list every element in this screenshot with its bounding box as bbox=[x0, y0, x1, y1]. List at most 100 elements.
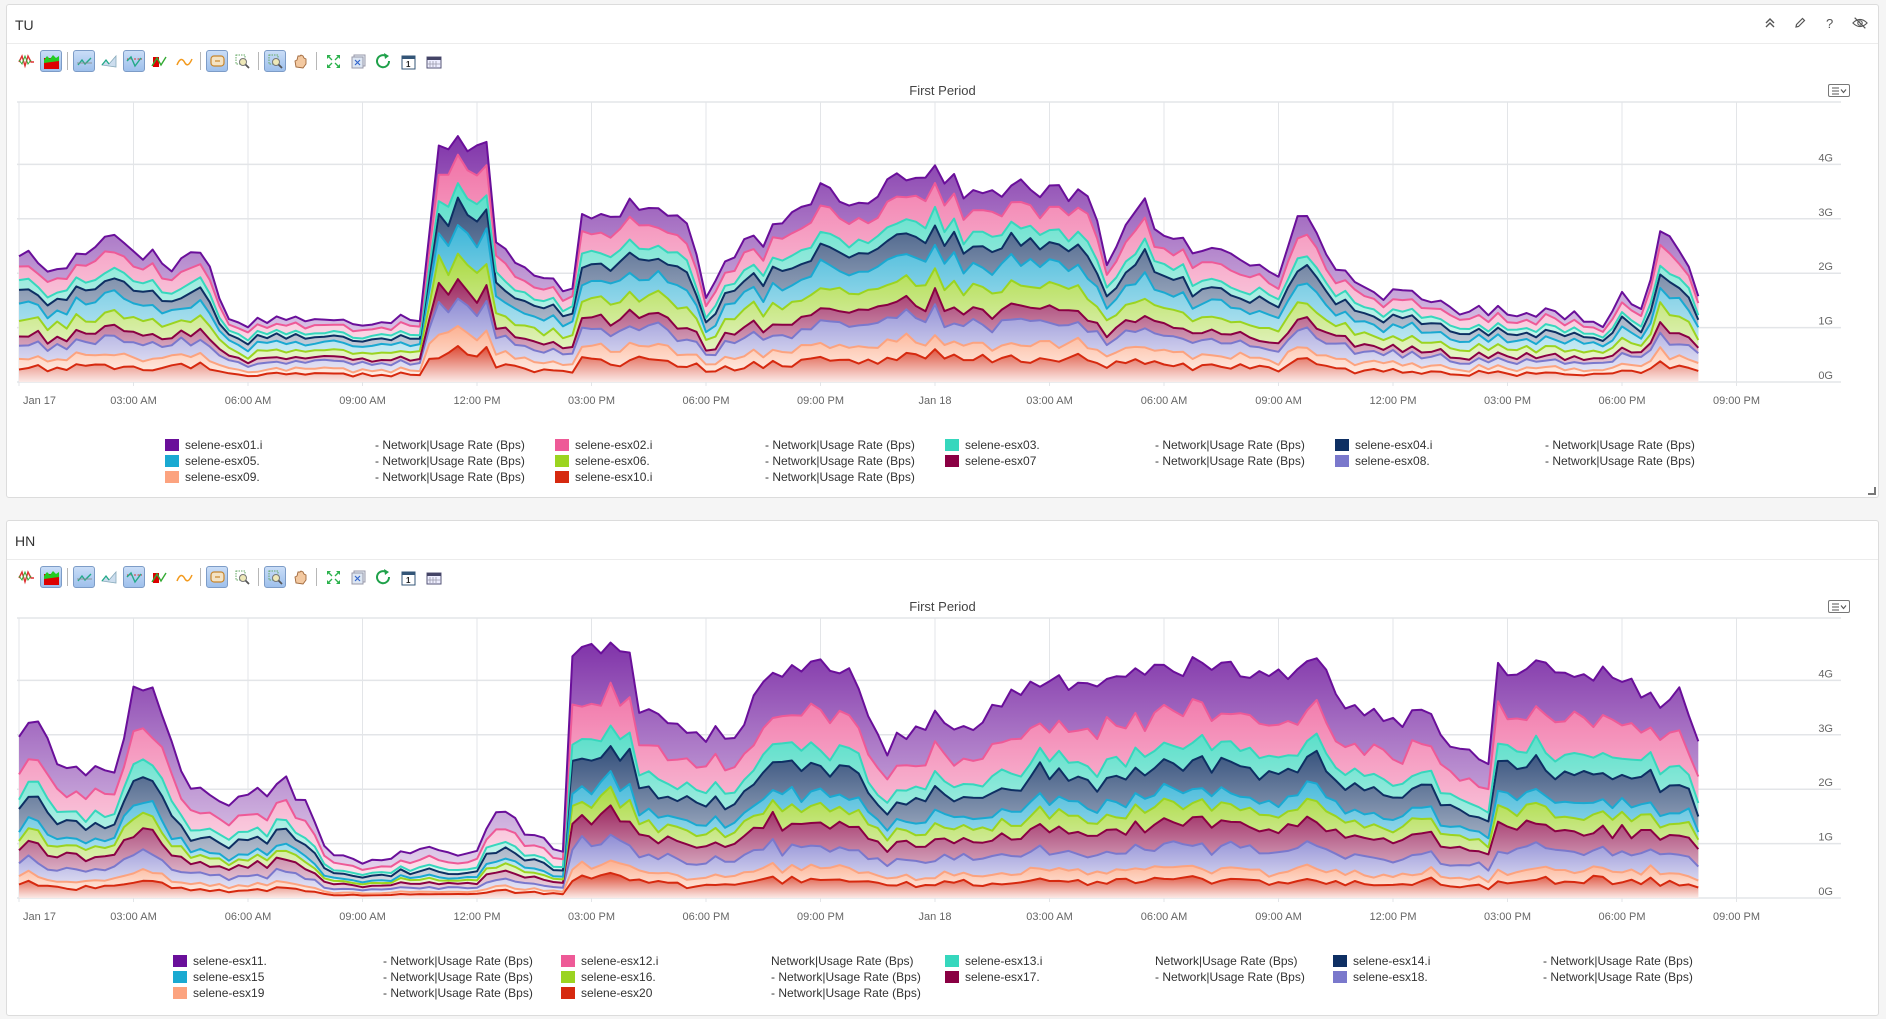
legend-swatch bbox=[1333, 971, 1347, 983]
series-line-selene-esx17[interactable] bbox=[18, 804, 1700, 889]
calendar-range-button[interactable] bbox=[422, 50, 444, 72]
legend-item[interactable]: selene-esx01.i - Network|Usage Rate (Bps) bbox=[165, 437, 525, 453]
remove-zoom-button[interactable] bbox=[347, 566, 369, 588]
legend-item[interactable]: selene-esx19 - Network|Usage Rate (Bps) bbox=[173, 985, 533, 1001]
trend-line-button[interactable] bbox=[73, 566, 95, 588]
zoom-select-button[interactable] bbox=[231, 566, 253, 588]
stacked-area-chart[interactable]: 0G 1G 2G 3G 4G Jan 17 03:00 AM 06:00 AM 09:00 AM… bbox=[7, 5, 1878, 435]
refresh-button[interactable] bbox=[372, 50, 394, 72]
legend-menu-button[interactable] bbox=[1828, 600, 1850, 613]
y-tick-label: 4G bbox=[1818, 152, 1833, 164]
smooth-line-button[interactable] bbox=[173, 566, 195, 588]
hide-icon[interactable] bbox=[1852, 14, 1868, 32]
series-line-selene-esx02-i[interactable] bbox=[18, 153, 1700, 334]
forecast-button[interactable] bbox=[98, 50, 120, 72]
collapse-icon[interactable] bbox=[1762, 14, 1778, 32]
remove-zoom-button[interactable] bbox=[347, 50, 369, 72]
x-tick-label: 03:00 PM bbox=[1484, 395, 1531, 407]
dynamic-threshold-button[interactable] bbox=[15, 566, 37, 588]
tooltip-button[interactable] bbox=[206, 50, 228, 72]
legend-item[interactable]: selene-esx08. - Network|Usage Rate (Bps) bbox=[1335, 453, 1695, 469]
series-line-selene-esx20[interactable] bbox=[18, 871, 1699, 897]
legend-item[interactable]: selene-esx18. - Network|Usage Rate (Bps) bbox=[1333, 969, 1693, 985]
series-line-selene-esx19[interactable] bbox=[18, 859, 1699, 895]
series-line-selene-esx04-i[interactable] bbox=[18, 196, 1700, 346]
legend-item[interactable]: selene-esx09. - Network|Usage Rate (Bps) bbox=[165, 469, 525, 485]
legend-swatch bbox=[173, 971, 187, 983]
legend-item[interactable]: selene-esx02.i - Network|Usage Rate (Bps) bbox=[555, 437, 915, 453]
chart-title: First Period bbox=[909, 83, 976, 98]
legend-item[interactable]: selene-esx14.i - Network|Usage Rate (Bps) bbox=[1333, 953, 1693, 969]
stacked-chart-icon bbox=[43, 54, 59, 69]
refresh-button[interactable] bbox=[372, 566, 394, 588]
series-line-selene-esx14-i[interactable] bbox=[18, 745, 1700, 879]
threshold-line-button[interactable] bbox=[123, 566, 145, 588]
anomaly-button[interactable] bbox=[148, 50, 170, 72]
series-line-selene-esx18[interactable] bbox=[18, 833, 1700, 892]
legend-series-name: selene-esx15 bbox=[193, 970, 265, 984]
legend-series-name: selene-esx02.i bbox=[575, 438, 653, 452]
series-line-selene-esx11[interactable] bbox=[18, 641, 1700, 865]
stacked-chart-icon bbox=[43, 570, 59, 585]
legend-item[interactable]: selene-esx07 - Network|Usage Rate (Bps) bbox=[945, 453, 1305, 469]
legend-menu-button[interactable] bbox=[1828, 84, 1850, 97]
trend-line-icon bbox=[76, 573, 92, 581]
zoom-select-button[interactable] bbox=[231, 50, 253, 72]
series-line-selene-esx03[interactable] bbox=[18, 182, 1700, 342]
metric-panel-tu: TU ? 1 First Period 0G 1G 2G 3G 4G Jan 17 03:0… bbox=[6, 4, 1879, 498]
legend-item[interactable]: selene-esx11. - Network|Usage Rate (Bps) bbox=[173, 953, 533, 969]
series-line-selene-esx08[interactable] bbox=[18, 297, 1699, 368]
series-line-selene-esx07[interactable] bbox=[18, 278, 1700, 365]
series-line-selene-esx13-i[interactable] bbox=[18, 724, 1700, 876]
zoom-fit-icon bbox=[326, 54, 340, 68]
zoom-fit-button[interactable] bbox=[322, 50, 344, 72]
zoom-fit-button[interactable] bbox=[322, 566, 344, 588]
legend-item[interactable]: selene-esx04.i - Network|Usage Rate (Bps) bbox=[1335, 437, 1695, 453]
resize-handle[interactable] bbox=[1868, 487, 1876, 495]
legend-item[interactable]: selene-esx17. - Network|Usage Rate (Bps) bbox=[945, 969, 1305, 985]
stacked-chart-button[interactable] bbox=[40, 50, 62, 72]
legend-item[interactable]: selene-esx20 - Network|Usage Rate (Bps) bbox=[561, 985, 921, 1001]
legend-item[interactable]: selene-esx13.i Network|Usage Rate (Bps) bbox=[945, 953, 1298, 969]
x-tick-label: 06:00 AM bbox=[1141, 911, 1187, 923]
threshold-line-button[interactable] bbox=[123, 50, 145, 72]
anomaly-button[interactable] bbox=[148, 566, 170, 588]
legend-item[interactable]: selene-esx15 - Network|Usage Rate (Bps) bbox=[173, 969, 533, 985]
date-picker-button[interactable]: 1 bbox=[397, 50, 419, 72]
series-line-selene-esx09[interactable] bbox=[18, 325, 1699, 374]
series-line-selene-esx10-i[interactable] bbox=[18, 345, 1699, 378]
dynamic-threshold-button[interactable] bbox=[15, 50, 37, 72]
stacked-area-chart[interactable]: 0G 1G 2G 3G 4G Jan 17 03:00 AM 06:00 AM 09:00 AM… bbox=[7, 521, 1878, 951]
pan-button[interactable] bbox=[289, 50, 311, 72]
zoom-view-button[interactable] bbox=[264, 566, 286, 588]
series-line-selene-esx12-i[interactable] bbox=[18, 681, 1700, 871]
forecast-button[interactable] bbox=[98, 566, 120, 588]
legend-item[interactable]: selene-esx05. - Network|Usage Rate (Bps) bbox=[165, 453, 525, 469]
series-line-selene-esx15[interactable] bbox=[18, 770, 1700, 884]
x-tick-label: 03:00 AM bbox=[1026, 395, 1072, 407]
series-line-selene-esx06[interactable] bbox=[18, 252, 1700, 360]
edit-icon[interactable] bbox=[1792, 14, 1808, 32]
trend-line-button[interactable] bbox=[73, 50, 95, 72]
legend-swatch bbox=[945, 439, 959, 451]
legend-item[interactable]: selene-esx03. - Network|Usage Rate (Bps) bbox=[945, 437, 1305, 453]
pan-button[interactable] bbox=[289, 566, 311, 588]
y-tick-label: 3G bbox=[1818, 207, 1833, 219]
calendar-range-button[interactable] bbox=[422, 566, 444, 588]
date-picker-button[interactable]: 1 bbox=[397, 566, 419, 588]
series-line-selene-esx01-i[interactable] bbox=[18, 135, 1700, 329]
smooth-line-button[interactable] bbox=[173, 50, 195, 72]
series-area-selene-esx20[interactable] bbox=[19, 872, 1699, 898]
series-line-selene-esx05[interactable] bbox=[18, 224, 1700, 353]
legend-item[interactable]: selene-esx06. - Network|Usage Rate (Bps) bbox=[555, 453, 915, 469]
tooltip-button[interactable] bbox=[206, 566, 228, 588]
series-line-selene-esx16[interactable] bbox=[18, 785, 1700, 886]
stacked-chart-button[interactable] bbox=[40, 566, 62, 588]
legend-item[interactable]: selene-esx12.i Network|Usage Rate (Bps) bbox=[561, 953, 914, 969]
x-tick-label: 09:00 PM bbox=[1713, 395, 1760, 407]
legend-item[interactable]: selene-esx10.i - Network|Usage Rate (Bps) bbox=[555, 469, 915, 485]
zoom-view-button[interactable] bbox=[264, 50, 286, 72]
x-tick-label: 09:00 AM bbox=[1255, 911, 1301, 923]
legend-item[interactable]: selene-esx16. - Network|Usage Rate (Bps) bbox=[561, 969, 921, 985]
help-icon[interactable]: ? bbox=[1822, 14, 1838, 32]
